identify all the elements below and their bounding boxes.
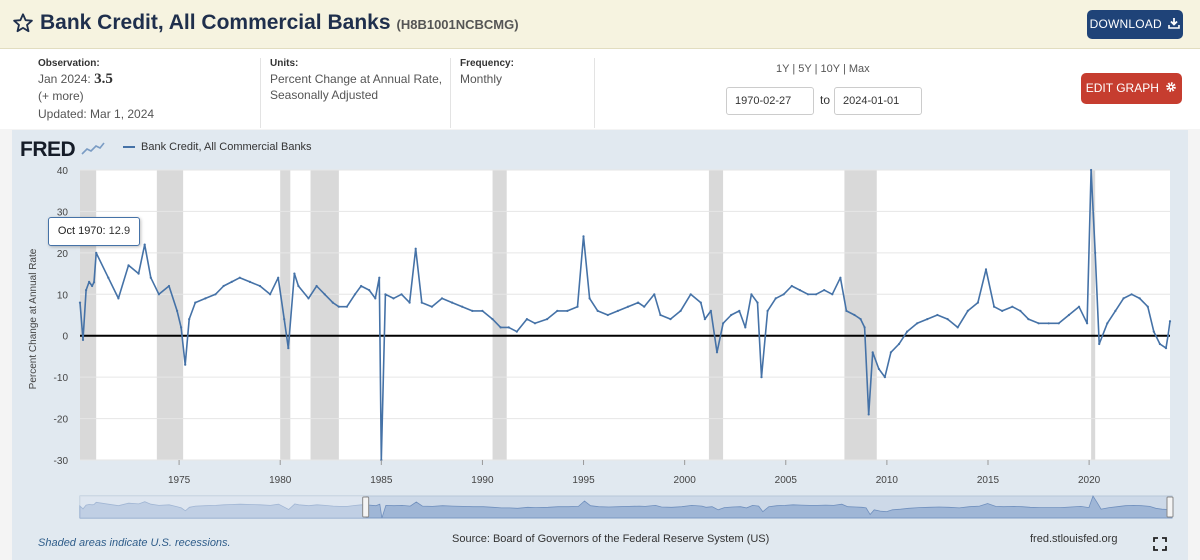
legend-label: Bank Credit, All Commercial Banks bbox=[141, 141, 312, 153]
fred-logo-text: FRED bbox=[20, 138, 76, 161]
gear-icon bbox=[1166, 82, 1177, 92]
end-date-input[interactable] bbox=[834, 87, 922, 115]
source-text: Source: Board of Governors of the Federa… bbox=[452, 533, 770, 545]
range-separator: | bbox=[792, 63, 796, 75]
frequency-value: Monthly bbox=[460, 72, 503, 86]
divider bbox=[594, 58, 595, 128]
recession-note: Shaded areas indicate U.S. recessions. bbox=[38, 537, 231, 549]
more-link[interactable]: (+ more) bbox=[38, 89, 84, 103]
data-tooltip: Oct 1970: 12.9 bbox=[48, 217, 140, 246]
fred-logo: FRED bbox=[20, 138, 105, 162]
range-selector: 1Y | 5Y | 10Y | Max bbox=[776, 63, 870, 75]
observation-value: 3.5 bbox=[94, 71, 113, 87]
series-code: (H8B1001NCBCMG) bbox=[396, 17, 519, 32]
site-link[interactable]: fred.stlouisfed.org bbox=[1030, 533, 1118, 545]
chart-area bbox=[12, 130, 1188, 560]
observation-period: Jan 2024: bbox=[38, 72, 91, 86]
divider bbox=[260, 58, 261, 128]
tooltip-period: Oct 1970: bbox=[57, 225, 106, 237]
units-line-2: Seasonally Adjusted bbox=[270, 88, 379, 102]
units-block: Units: Percent Change at Annual Rate, Se… bbox=[270, 58, 450, 103]
units-label: Units: bbox=[270, 58, 299, 69]
frequency-block: Frequency: Monthly bbox=[460, 58, 580, 87]
title-bar: Bank Credit, All Commercial Banks (H8B100… bbox=[0, 0, 1200, 49]
tooltip-value: 12.9 bbox=[108, 225, 131, 237]
range-1y[interactable]: 1Y bbox=[776, 63, 790, 75]
frequency-label: Frequency: bbox=[460, 58, 514, 69]
units-line-1: Percent Change at Annual Rate, bbox=[270, 72, 443, 86]
range-separator: | bbox=[814, 63, 818, 75]
updated-date: Updated: Mar 1, 2024 bbox=[38, 107, 155, 121]
download-label: DOWNLOAD bbox=[1089, 17, 1162, 31]
range-10y[interactable]: 10Y bbox=[820, 63, 840, 75]
range-separator: | bbox=[842, 63, 846, 75]
star-icon[interactable] bbox=[12, 12, 34, 34]
fullscreen-icon[interactable] bbox=[1153, 537, 1167, 551]
series-title: Bank Credit, All Commercial Banks bbox=[40, 11, 391, 34]
chart-legend: Bank Credit, All Commercial Banks bbox=[123, 141, 312, 153]
to-label: to bbox=[820, 93, 831, 107]
logo-graph-icon bbox=[80, 142, 105, 156]
divider bbox=[450, 58, 451, 128]
observation-block: Observation: Jan 2024: 3.5 (+ more) Upda… bbox=[38, 58, 248, 122]
page-title: Bank Credit, All Commercial Banks (H8B100… bbox=[40, 11, 519, 35]
range-max[interactable]: Max bbox=[848, 63, 870, 75]
edit-graph-button[interactable]: EDIT GRAPH bbox=[1081, 73, 1182, 104]
observation-label: Observation: bbox=[38, 58, 100, 69]
edit-graph-label: EDIT GRAPH bbox=[1085, 81, 1159, 95]
legend-swatch bbox=[123, 146, 135, 149]
download-button[interactable]: DOWNLOAD bbox=[1087, 10, 1183, 39]
info-panel bbox=[0, 49, 1200, 129]
range-5y[interactable]: 5Y bbox=[798, 63, 812, 75]
download-icon bbox=[1168, 18, 1181, 29]
start-date-input[interactable] bbox=[726, 87, 814, 115]
